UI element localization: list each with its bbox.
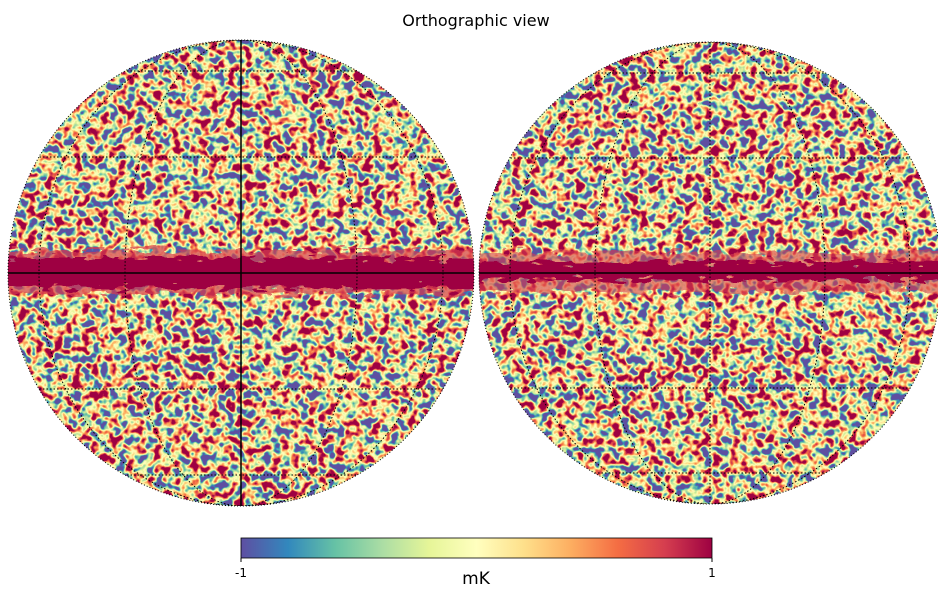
chart-title: Orthographic view <box>402 11 549 30</box>
right-hemisphere <box>470 42 938 504</box>
galactic-plane <box>470 262 938 280</box>
colorbar-label: mK <box>462 569 491 589</box>
chart: Orthographic view <box>0 0 938 590</box>
colorbar <box>241 538 712 558</box>
colorbar-tick-label: 1 <box>708 566 716 580</box>
colorbar-tick-label: -1 <box>235 566 247 580</box>
